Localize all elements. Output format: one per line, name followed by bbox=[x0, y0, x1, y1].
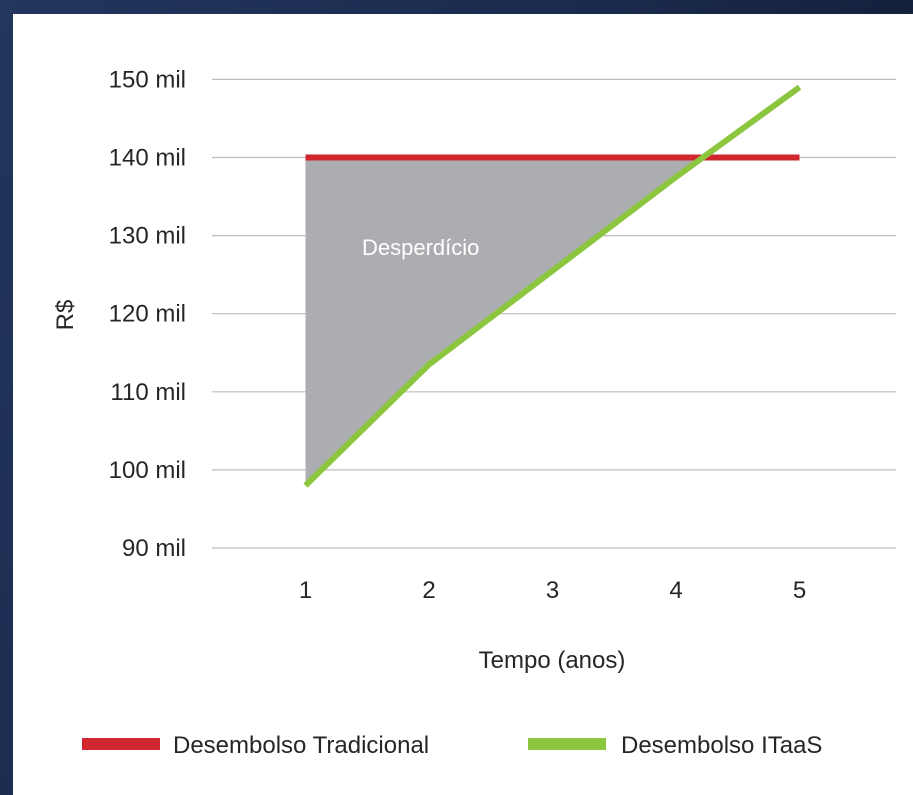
x-tick-label: 1 bbox=[299, 577, 312, 604]
legend-label: Desembolso ITaaS bbox=[621, 732, 822, 759]
series-line-itaas bbox=[303, 84, 802, 488]
legend-label: Desembolso Tradicional bbox=[173, 732, 429, 759]
y-tick-label: 150 mil bbox=[109, 66, 186, 93]
y-tick-label: 110 mil bbox=[110, 379, 186, 406]
series-lines bbox=[303, 84, 802, 488]
y-tick-label: 100 mil bbox=[109, 457, 186, 484]
y-tick-label: 90 mil bbox=[122, 535, 186, 562]
x-tick-label: 5 bbox=[793, 577, 806, 604]
y-tick-label: 130 mil bbox=[109, 223, 186, 250]
y-tick-label: 140 mil bbox=[109, 145, 186, 172]
x-tick-label: 2 bbox=[422, 577, 435, 604]
legend-swatch bbox=[528, 738, 606, 750]
legend-swatch bbox=[82, 738, 160, 750]
y-axis-title: R$ bbox=[52, 300, 79, 331]
waste-area-label: Desperdício bbox=[362, 235, 479, 260]
x-tick-label: 4 bbox=[669, 577, 682, 604]
y-tick-label: 120 mil bbox=[109, 301, 186, 328]
x-axis-title: Tempo (anos) bbox=[479, 647, 626, 674]
waste-area bbox=[305, 154, 707, 486]
chart-panel bbox=[13, 14, 913, 795]
y-tick-labels: 90 mil 100 mil 110 mil 120 mil 130 mil 140 mi… bbox=[109, 66, 186, 562]
x-tick-label: 3 bbox=[546, 577, 559, 604]
legend: Desembolso Tradicional Desembolso ITaaS bbox=[82, 732, 822, 759]
x-tick-labels: 1 2 3 4 5 bbox=[299, 577, 806, 604]
